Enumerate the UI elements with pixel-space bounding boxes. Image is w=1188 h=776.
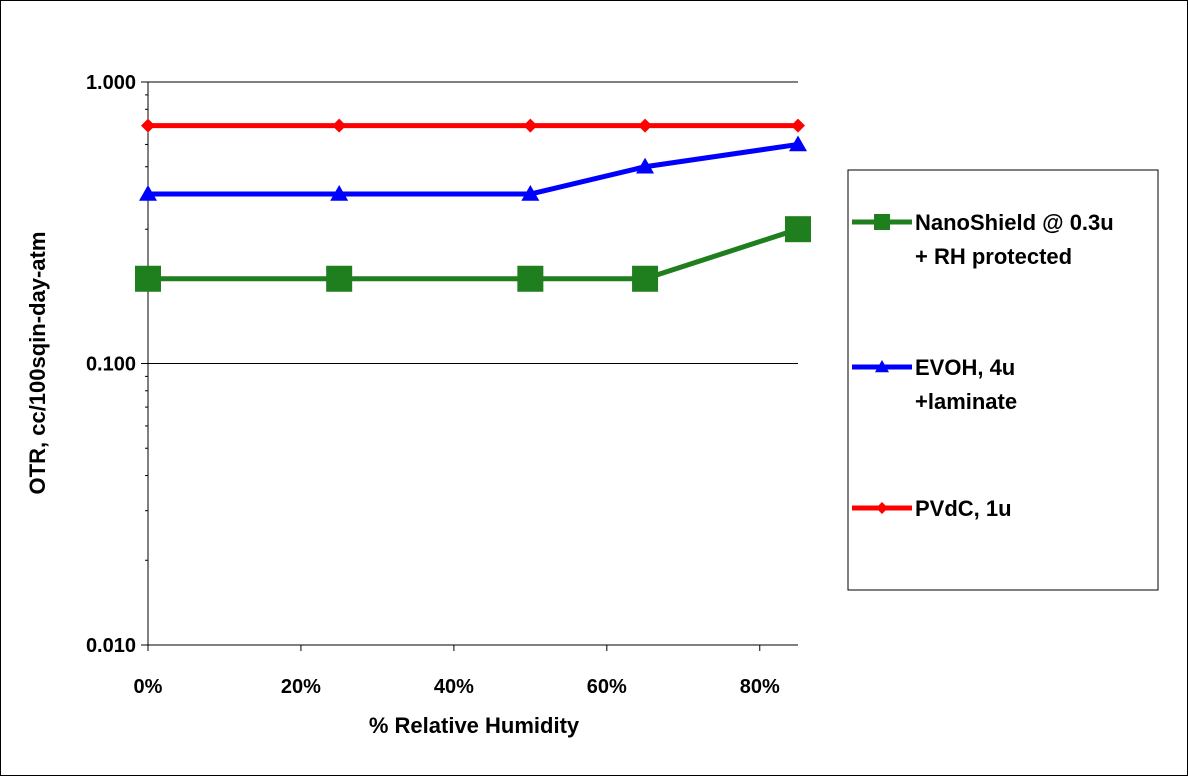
legend-swatch-marker [876,502,888,514]
data-point-pvdc [638,118,653,133]
y-tick-label: 1.000 [86,72,136,94]
legend-label: NanoShield @ 0.3u [915,210,1114,235]
data-point-pvdc [791,118,805,133]
x-axis-title: % Relative Humidity [369,713,580,738]
data-point-evoh [139,185,157,201]
x-tick-label: 40% [434,676,474,698]
y-tick-label: 0.100 [86,354,136,376]
data-point-nanoshield [632,265,659,292]
y-axis-title: OTR, cc/100sqin-day-atm [25,232,50,495]
data-point-evoh [636,157,655,174]
series-line-evoh [148,141,799,197]
legend-entry-nanoshield: NanoShield @ 0.3u + RH protected [852,210,1114,269]
x-tick-label: 80% [740,676,780,698]
series-pvdc [141,118,805,133]
data-point-pvdc [141,118,155,133]
legend-label: PVdC, 1u [915,496,1012,521]
data-point-pvdc [332,118,347,133]
data-point-nanoshield [785,216,811,243]
legend-swatch-marker [875,360,889,373]
legend-label: + RH protected [915,244,1072,269]
data-point-evoh [521,185,540,201]
data-point-evoh [330,185,349,201]
series-evoh [139,135,807,201]
data-point-nanoshield [517,265,544,292]
data-point-pvdc [523,118,538,133]
labels-layer: 0.010 0.100 1.000 0% 20% 40% 60% 80% [86,72,780,698]
legend: NanoShield @ 0.3u + RH protected EVOH, 4u +… [847,169,1159,591]
series-nanoshield [135,216,811,292]
legend-entry-evoh: EVOH, 4u +laminate [852,355,1017,414]
series-line-nanoshield [148,226,799,282]
grid-layer [148,81,798,646]
data-point-evoh [789,135,807,152]
y-tick-label: 0.010 [86,635,136,657]
legend-items: NanoShield @ 0.3u + RH protected EVOH, 4u +… [852,210,1114,521]
legend-label: +laminate [915,389,1017,414]
legend-swatch-marker [874,214,890,230]
legend-box [847,169,1159,591]
legend-label: EVOH, 4u [915,355,1015,380]
x-tick-label: 60% [587,676,627,698]
legend-entry-pvdc: PVdC, 1u [852,496,1012,521]
data-point-nanoshield [135,265,161,292]
axes-layer [141,81,798,651]
x-tick-label: 20% [281,676,321,698]
data-point-nanoshield [326,265,353,292]
x-tick-label: 0% [134,676,163,698]
series-layer [135,118,811,292]
